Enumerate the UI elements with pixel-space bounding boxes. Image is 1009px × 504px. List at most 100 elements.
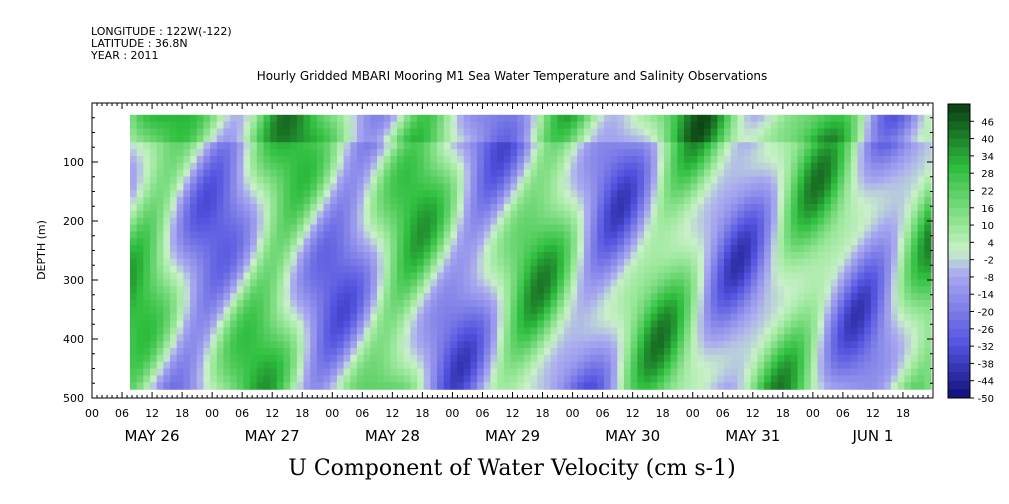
heatmap-cell [457, 313, 465, 322]
heatmap-cell [844, 279, 852, 287]
heatmap-cell [383, 210, 391, 219]
heatmap-cell [817, 313, 825, 322]
heatmap-cell [837, 197, 845, 205]
heatmap-cell [724, 299, 732, 308]
heatmap-cell [376, 203, 385, 212]
heatmap-cell [397, 245, 405, 253]
heatmap-cell [530, 197, 538, 205]
heatmap-cell [550, 217, 558, 226]
heatmap-cell [637, 245, 645, 253]
heatmap-cell [650, 341, 658, 349]
heatmap-cell [296, 306, 305, 315]
heatmap-cell [176, 162, 184, 171]
heatmap-cell [497, 382, 505, 390]
heatmap-cell [350, 231, 358, 239]
heatmap-cell [196, 203, 205, 212]
heatmap-cell [530, 279, 538, 287]
heatmap-cell [744, 149, 752, 157]
heatmap-cell [777, 121, 785, 130]
heatmap-cell [597, 114, 605, 123]
heatmap-cell [150, 224, 158, 232]
heatmap-cell [804, 135, 812, 143]
heatmap-cell [356, 258, 365, 267]
heatmap-cell [223, 286, 231, 294]
heatmap-cell [310, 217, 318, 226]
heatmap-cell [310, 210, 318, 219]
heatmap-cell [343, 286, 351, 294]
heatmap-cell [877, 375, 885, 383]
heatmap-cell [643, 142, 652, 150]
heatmap-cell [210, 238, 218, 246]
heatmap-cell [864, 306, 872, 315]
heatmap-cell [924, 313, 932, 322]
heatmap-cell [603, 183, 612, 191]
heatmap-cell [410, 361, 418, 370]
heatmap-cell [423, 121, 431, 130]
heatmap-cell [563, 121, 572, 130]
heatmap-cell [670, 224, 678, 232]
heatmap-cell [557, 149, 565, 157]
heatmap-cell [717, 361, 725, 370]
heatmap-cell [857, 382, 865, 390]
heatmap-cell [924, 382, 932, 390]
heatmap-cell [210, 368, 218, 377]
heatmap-cell [817, 251, 825, 260]
heatmap-cell [864, 265, 872, 274]
heatmap-cell [283, 375, 291, 383]
heatmap-cell [830, 354, 839, 363]
heatmap-cell [557, 306, 565, 315]
heatmap-cell [323, 155, 331, 164]
heatmap-cell [570, 217, 578, 226]
heatmap-cell [597, 265, 605, 274]
heatmap-cell [717, 203, 725, 212]
heatmap-cell [523, 272, 532, 281]
heatmap-cell [423, 382, 431, 390]
heatmap-cell [417, 121, 425, 130]
heatmap-cell [830, 162, 839, 171]
heatmap-cell [250, 114, 258, 123]
heatmap-cell [497, 258, 505, 267]
heatmap-cell [877, 155, 885, 164]
heatmap-cell [530, 361, 538, 370]
heatmap-cell [697, 162, 705, 171]
heatmap-cell [470, 217, 478, 226]
heatmap-cell [583, 279, 592, 287]
heatmap-cell [397, 251, 405, 260]
heatmap-cell [884, 341, 892, 349]
heatmap-cell [637, 286, 645, 294]
heatmap-cell [303, 238, 311, 246]
heatmap-cell [276, 238, 285, 246]
heatmap-cell [283, 155, 291, 164]
heatmap-cell [437, 286, 445, 294]
heatmap-cell [330, 121, 338, 130]
heatmap-cell [804, 210, 812, 219]
heatmap-cell [824, 293, 832, 301]
heatmap-cell [296, 327, 305, 335]
heatmap-cell [664, 162, 672, 171]
heatmap-cell [336, 183, 345, 191]
heatmap-cell [243, 286, 251, 294]
heatmap-cell [483, 142, 492, 150]
heatmap-cell [463, 114, 472, 123]
heatmap-cell [203, 354, 211, 363]
heatmap-cell [870, 231, 879, 239]
heatmap-cell [650, 313, 658, 322]
heatmap-cell [190, 114, 198, 123]
heatmap-cell [797, 142, 805, 150]
heatmap-cell [190, 231, 198, 239]
heatmap-cell [303, 162, 311, 171]
heatmap-cell [130, 286, 138, 294]
heatmap-cell [563, 375, 572, 383]
heatmap-cell [250, 251, 258, 260]
heatmap-cell [497, 265, 505, 274]
heatmap-cell [844, 265, 852, 274]
heatmap-cell [190, 334, 198, 342]
heatmap-cell [276, 217, 285, 226]
heatmap-cell [597, 306, 605, 315]
heatmap-cell [323, 293, 331, 301]
heatmap-cell [850, 251, 859, 260]
heatmap-cell [130, 155, 138, 164]
heatmap-cell [316, 155, 325, 164]
heatmap-cell [690, 190, 698, 198]
heatmap-cell [904, 190, 912, 198]
